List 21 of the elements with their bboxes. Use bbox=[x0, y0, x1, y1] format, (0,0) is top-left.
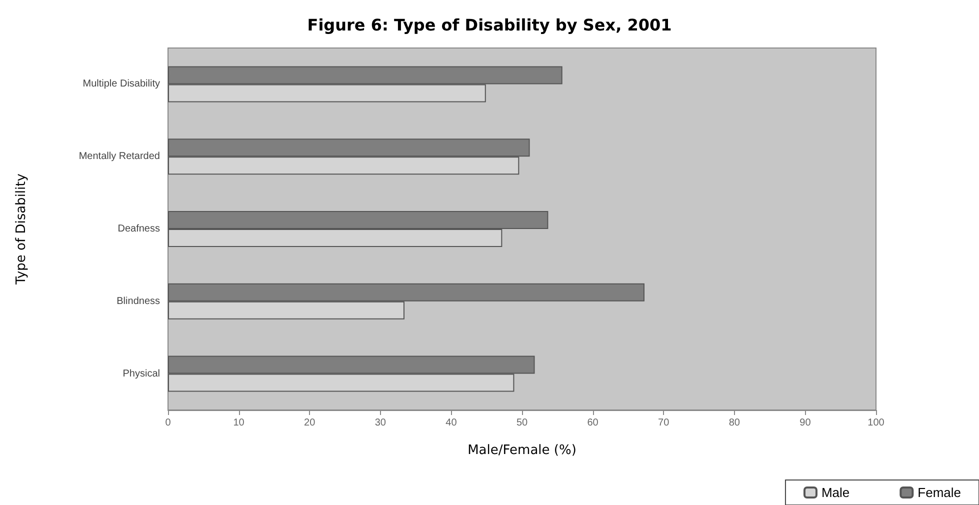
legend-label: Female bbox=[918, 485, 962, 500]
x-tick-label: 90 bbox=[800, 418, 812, 428]
y-tick-label: Mentally Retarded bbox=[78, 151, 160, 162]
x-tick-label: 20 bbox=[304, 418, 316, 428]
y-tick-label: Physical bbox=[122, 368, 160, 380]
y-tick-label: Multiple Disability bbox=[82, 78, 160, 90]
x-tick-label: 10 bbox=[233, 418, 245, 428]
x-tick-label: 80 bbox=[728, 418, 740, 428]
x-axis-title: Male/Female (%) bbox=[468, 443, 576, 458]
x-tick-label: 60 bbox=[587, 418, 599, 428]
x-tick-label: 40 bbox=[446, 418, 458, 428]
x-tick-label: 0 bbox=[165, 418, 172, 428]
x-tick-label: 100 bbox=[868, 418, 885, 428]
y-tick-label: Deafness bbox=[118, 224, 160, 234]
x-tick-label: 70 bbox=[658, 418, 670, 428]
x-tick-label: 50 bbox=[516, 418, 528, 428]
legend-label: Male bbox=[821, 485, 850, 500]
x-tick-label: 30 bbox=[374, 418, 386, 428]
chart-title: Figure 6: Type of Disability by Sex, 2001 bbox=[307, 16, 672, 34]
y-axis-title: Type of Disability bbox=[14, 173, 29, 286]
y-tick-label: Blindness bbox=[116, 296, 160, 307]
